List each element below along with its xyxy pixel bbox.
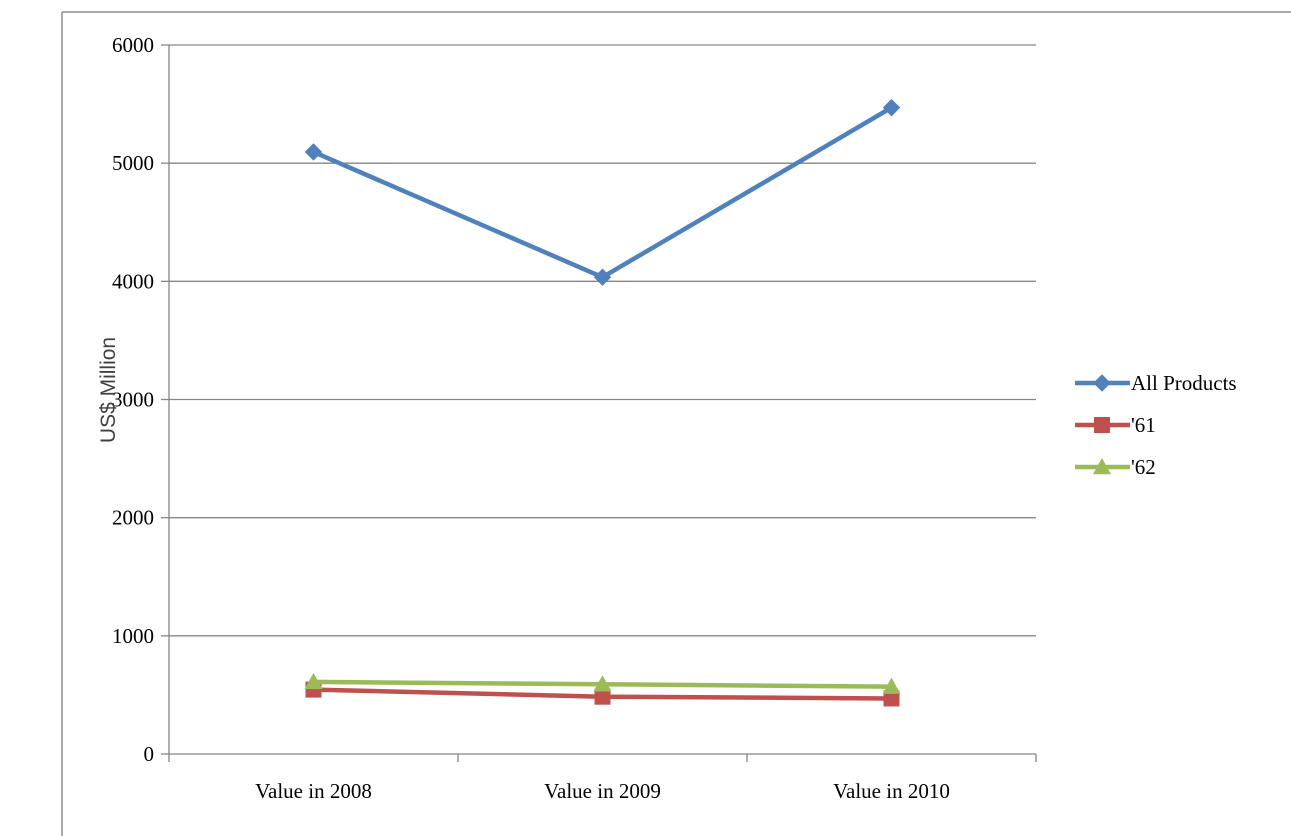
data-point	[304, 672, 323, 690]
legend-marker	[1094, 417, 1110, 433]
data-point	[304, 143, 323, 161]
data-point	[882, 677, 901, 694]
y-tick-label: 2000	[112, 506, 154, 530]
series-line	[312, 105, 893, 280]
legend-label: All Products	[1131, 371, 1237, 395]
legend-label: '61	[1131, 413, 1156, 437]
legend-item: '62	[1075, 455, 1156, 479]
data-point	[883, 690, 900, 707]
data-point	[593, 675, 612, 692]
y-tick-label: 1000	[112, 624, 154, 648]
data-point	[593, 268, 612, 286]
y-tick-label: 6000	[112, 33, 154, 57]
x-tick-label: Value in 2009	[544, 779, 661, 803]
y-tick-label: 3000	[112, 388, 154, 412]
legend-label: '62	[1131, 455, 1156, 479]
data-point	[882, 98, 901, 117]
legend-item: All Products	[1075, 371, 1237, 395]
y-tick-labels: 0 1000 2000 3000 4000 5000 6000	[112, 33, 154, 766]
data-point	[594, 688, 611, 705]
legend-marker	[1093, 374, 1111, 392]
legend: All Products '61 '62	[1075, 371, 1237, 479]
gridlines	[169, 44, 1036, 637]
y-tick-label: 4000	[112, 269, 154, 293]
y-tick-label: 5000	[112, 151, 154, 175]
series-2	[304, 672, 901, 694]
y-axis-label: US$ Million	[97, 337, 120, 443]
x-tick-label: Value in 2010	[833, 779, 950, 803]
legend-marker	[1093, 458, 1111, 475]
x-tick-labels: Value in 2008 Value in 2009 Value in 2010	[255, 779, 950, 803]
legend-item: '61	[1075, 413, 1156, 437]
series-0	[304, 98, 901, 286]
axes	[161, 44, 1037, 762]
series-group	[304, 98, 901, 707]
x-tick-label: Value in 2008	[255, 779, 372, 803]
y-tick-label: 0	[144, 742, 155, 766]
